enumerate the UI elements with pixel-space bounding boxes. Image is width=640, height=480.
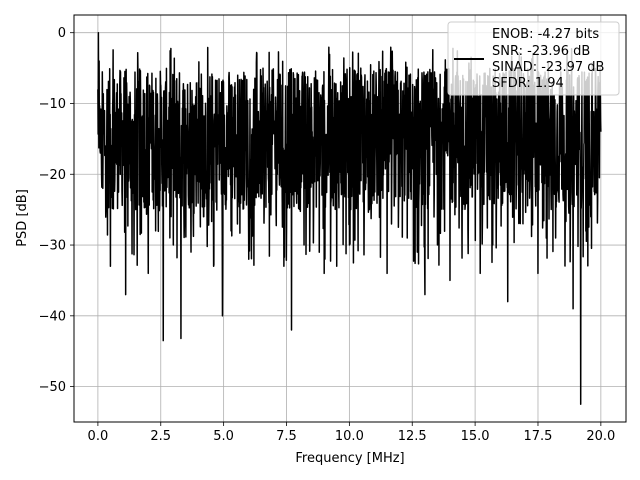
y-tick-label: −40 bbox=[39, 309, 66, 324]
x-tick-label: 15.0 bbox=[461, 429, 490, 444]
x-tick-label: 5.0 bbox=[213, 429, 234, 444]
x-tick-label: 17.5 bbox=[524, 429, 553, 444]
x-tick-label: 10.0 bbox=[335, 429, 364, 444]
legend-enob: ENOB: -4.27 bits bbox=[492, 27, 599, 42]
series-group bbox=[97, 31, 602, 406]
x-tick-label: 12.5 bbox=[398, 429, 427, 444]
x-axis-label: Frequency [MHz] bbox=[295, 451, 404, 466]
y-tick-label: −10 bbox=[39, 97, 66, 112]
legend: ENOB: -4.27 bits SNR: -23.96 dB SINAD: -… bbox=[447, 21, 620, 96]
psd-series-line bbox=[97, 31, 602, 406]
legend-sinad: SINAD: -23.97 dB bbox=[492, 60, 604, 75]
x-tick-label: 7.5 bbox=[276, 429, 297, 444]
legend-snr: SNR: -23.96 dB bbox=[492, 44, 590, 59]
y-tick-label: −30 bbox=[39, 239, 66, 254]
y-tick-label: 0 bbox=[58, 26, 66, 41]
plot-frame bbox=[73, 14, 627, 423]
x-axis-ticks: 0.0 2.5 5.0 7.5 10.0 12.5 15.0 17.5 20.0 bbox=[88, 422, 615, 444]
y-tick-label: −50 bbox=[39, 380, 66, 395]
x-tick-label: 2.5 bbox=[150, 429, 171, 444]
x-tick-label: 0.0 bbox=[88, 429, 109, 444]
y-axis-label: PSD [dB] bbox=[15, 189, 30, 247]
y-tick-label: −20 bbox=[39, 168, 66, 183]
x-tick-label: 20.0 bbox=[586, 429, 615, 444]
legend-sfdr: SFDR: 1.94 bbox=[492, 76, 564, 91]
y-axis-ticks: 0 −10 −20 −30 −40 −50 bbox=[39, 26, 74, 395]
legend-box bbox=[447, 21, 620, 96]
